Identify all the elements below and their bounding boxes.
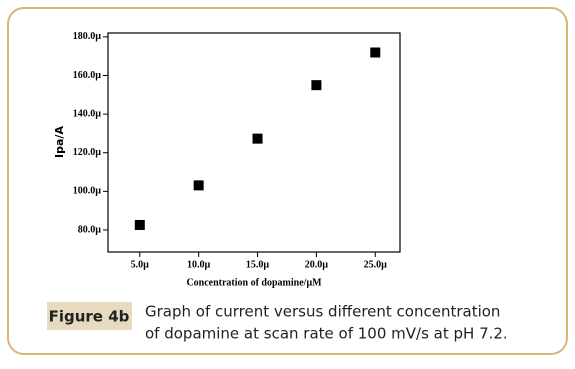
y-tick-label: 100.0µ [73, 186, 102, 197]
point [193, 180, 204, 191]
point [134, 219, 145, 230]
y-axis-label: Ipa/A [53, 126, 66, 158]
caption-line: of dopamine at scan rate of 100 mV/s at … [145, 325, 508, 343]
x-axis-label: Concentration of dopamine/μM [186, 277, 322, 288]
caption-label-bg [47, 302, 132, 330]
frame [7, 7, 568, 355]
caption-line: Graph of current versus different concen… [145, 303, 500, 321]
x-tick-label: 15.0µ [246, 259, 270, 270]
plot-frame [107, 32, 401, 253]
y-tick-label: 80.0µ [78, 224, 102, 235]
y-tick-label: 140.0µ [73, 108, 102, 119]
point [311, 80, 322, 91]
x-tick-label: 10.0µ [187, 259, 211, 270]
y-tick-label: 120.0µ [73, 147, 102, 158]
caption-label: Figure 4b [49, 308, 130, 326]
x-tick-label: 5.0µ [131, 259, 150, 270]
x-tick-label: 25.0µ [364, 259, 388, 270]
y-tick-label: 160.0µ [73, 70, 102, 81]
point [370, 47, 381, 58]
point [252, 133, 263, 144]
x-tick-label: 20.0µ [305, 259, 329, 270]
y-tick-label: 180.0µ [73, 31, 102, 42]
